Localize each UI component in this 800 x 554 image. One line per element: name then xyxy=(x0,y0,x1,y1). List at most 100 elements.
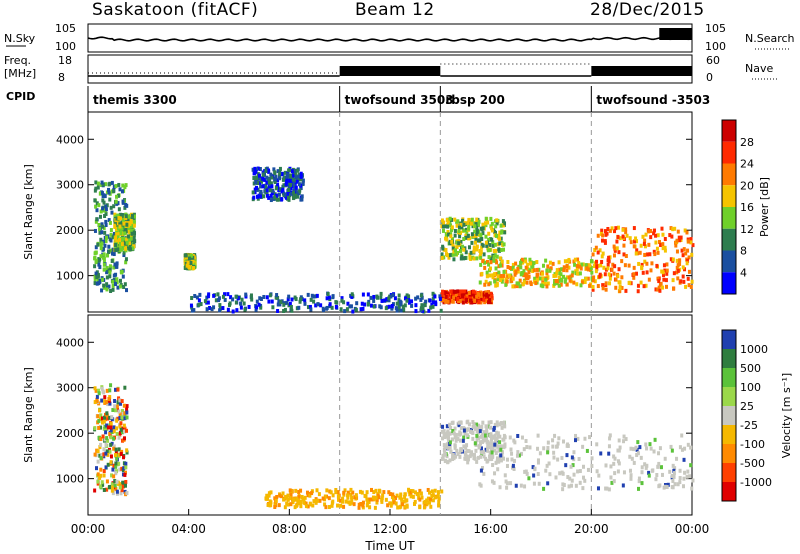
power-cell-5-250 xyxy=(579,266,583,271)
power-cell-6-90 xyxy=(668,233,672,238)
power-cell-8-236 xyxy=(203,299,207,304)
power-cell-8-255 xyxy=(205,307,209,312)
power-colorbar-tick-1: 24 xyxy=(740,158,754,171)
power-cell-7-245 xyxy=(484,290,488,295)
power-cell-3-245 xyxy=(269,198,273,203)
power-cell-6-24 xyxy=(672,271,676,276)
velocity-cell-3-173 xyxy=(327,496,331,501)
power-cell-8-219 xyxy=(421,306,425,311)
velocity-cell-0-64 xyxy=(102,473,106,478)
power-cell-1-252 xyxy=(118,237,122,242)
power-cell-0-213 xyxy=(121,274,125,279)
velocity-cell-3-251 xyxy=(411,489,415,494)
velocity-cell-1-205 xyxy=(480,424,484,429)
power-cell-3-201 xyxy=(286,173,290,178)
velocity-cell-1-162 xyxy=(451,420,455,425)
velocity-cell-1-108 xyxy=(466,457,470,462)
velocity-cell-1-95 xyxy=(448,422,452,427)
power-cell-3-111 xyxy=(283,175,287,180)
power-cell-4-40 xyxy=(481,222,485,227)
power-cell-0-64 xyxy=(111,251,115,256)
power-cell-8-99 xyxy=(218,303,222,308)
power-cell-3-230 xyxy=(252,176,256,181)
power-cell-8-121 xyxy=(218,308,222,313)
velocity-cell-1-61 xyxy=(441,436,445,441)
power-cell-5-228 xyxy=(496,274,500,279)
power-cell-5-47 xyxy=(589,268,593,273)
power-cell-3-217 xyxy=(259,178,263,183)
velocity-cell-0-58 xyxy=(121,438,125,443)
power-cell-6-184 xyxy=(643,252,647,257)
power-cell-6-3 xyxy=(675,270,679,275)
velocity-cell-1-58 xyxy=(485,427,489,432)
velocity-cell-2-192 xyxy=(492,480,496,485)
velocity-cell-0-148 xyxy=(114,387,118,392)
velocity-cell-0-193 xyxy=(93,488,97,493)
velocity-cell-2-106 xyxy=(583,478,587,483)
power-cell-3-258 xyxy=(273,171,277,176)
velocity-cell-2-9 xyxy=(666,482,670,487)
velocity-cell-3-120 xyxy=(409,490,413,495)
velocity-cell-3-196 xyxy=(266,502,270,507)
velocity-cell-3-59 xyxy=(336,490,340,495)
power-cell-3-48 xyxy=(255,178,259,183)
velocity-cell-2-143 xyxy=(690,486,694,491)
power-cell-3-44 xyxy=(255,194,259,199)
power-cell-3-91 xyxy=(266,168,270,173)
velocity-cell-3-177 xyxy=(273,502,277,507)
power-cell-1-243 xyxy=(128,221,132,226)
power-cell-6-63 xyxy=(654,240,658,245)
velocity-cell-1-45 xyxy=(462,444,466,449)
power-cell-6-104 xyxy=(603,229,607,234)
power-cell-4-111 xyxy=(460,225,464,230)
velocity-cell-0-189 xyxy=(99,437,103,442)
velocity-cell-2-90 xyxy=(622,434,626,439)
velocity-colorbar-cell-1 xyxy=(722,349,736,368)
power-cell-6-118 xyxy=(616,225,620,230)
velocity-cell-1-66 xyxy=(459,420,463,425)
power-cell-0-126 xyxy=(94,245,98,250)
power-cell-4-90 xyxy=(453,233,457,238)
power-cell-6-182 xyxy=(612,271,616,276)
power-cell-1-247 xyxy=(131,246,135,251)
velocity-cell-0-144 xyxy=(122,436,126,441)
power-cell-6-133 xyxy=(649,229,653,234)
velocity-cell-1-196 xyxy=(485,430,489,435)
velocity-cell-0-242 xyxy=(125,428,129,433)
velocity-cell-1-232 xyxy=(491,435,495,440)
power-cell-8-132 xyxy=(217,298,221,303)
power-cell-0-165 xyxy=(101,206,105,211)
power-cell-0-226 xyxy=(107,250,111,255)
power-cell-6-255 xyxy=(607,272,611,277)
power-cell-4-99 xyxy=(464,233,468,238)
power-cell-3-138 xyxy=(252,195,256,200)
power-cell-8-129 xyxy=(300,297,304,302)
power-cell-1-228 xyxy=(123,246,127,251)
power-cell-4-251 xyxy=(499,230,503,235)
velocity-cell-3-108 xyxy=(361,500,365,505)
power-cell-3-102 xyxy=(266,180,270,185)
power-cell-0-234 xyxy=(100,180,104,185)
velocity-cell-0-106 xyxy=(93,426,97,431)
power-cell-5-206 xyxy=(575,264,579,269)
power-cell-7-212 xyxy=(473,298,477,303)
power-cell-3-152 xyxy=(289,191,293,196)
velocity-cell-1-246 xyxy=(500,421,504,426)
velocity-cell-0-13 xyxy=(123,426,127,431)
velocity-cell-3-99 xyxy=(419,491,423,496)
velocity-cell-1-168 xyxy=(443,450,447,455)
velocity-cell-0-149 xyxy=(120,399,124,404)
power-cell-1-255 xyxy=(120,226,124,231)
power-cell-3-244 xyxy=(285,178,289,183)
velocity-cell-2-115 xyxy=(644,465,648,470)
power-cell-6-213 xyxy=(606,226,610,231)
power-cell-6-146 xyxy=(606,262,610,267)
power-cell-7-258 xyxy=(461,300,465,305)
velocity-ytick-label-1: 2000 xyxy=(56,427,84,440)
power-cell-4-21 xyxy=(482,252,486,257)
power-cell-4-247 xyxy=(494,224,498,229)
power-cell-8-194 xyxy=(190,296,194,301)
velocity-cell-1-132 xyxy=(476,455,480,460)
power-cell-8-24 xyxy=(298,299,302,304)
power-region-7 xyxy=(440,289,494,305)
